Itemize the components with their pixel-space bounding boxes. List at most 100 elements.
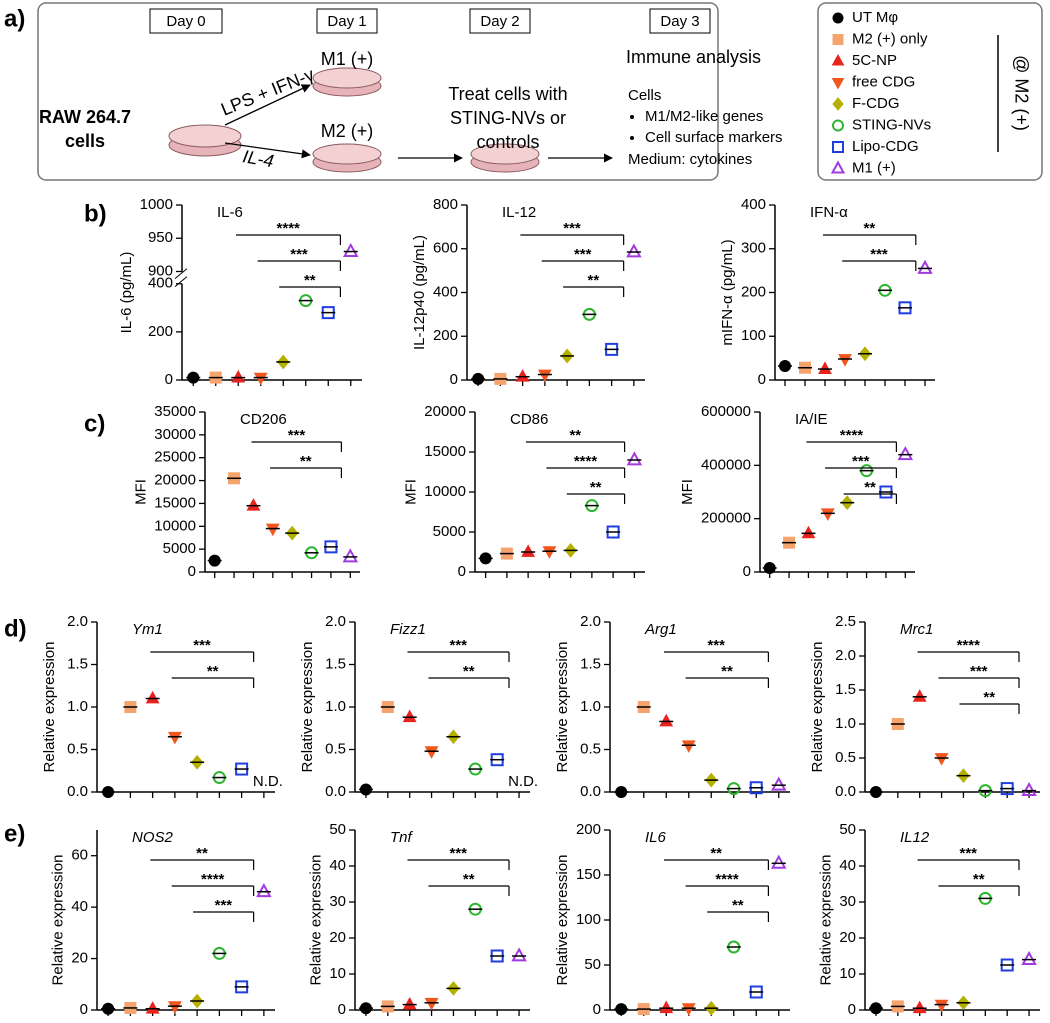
bullet (630, 115, 634, 119)
y-tick-label: 2.5 (835, 613, 856, 630)
y-tick-label: 600000 (701, 403, 751, 420)
y-tick-label: 100 (576, 911, 601, 928)
significance-label: ** (590, 479, 602, 496)
legend-label: free CDG (852, 73, 915, 90)
y-tick-label: 400 (741, 196, 766, 213)
data-point (253, 372, 268, 386)
y-tick-label: 20 (329, 929, 346, 946)
treat-text: Treat cells with (448, 84, 567, 104)
y-tick-label: 200 (741, 283, 766, 300)
legend-label: Lipo-CDG (852, 138, 919, 155)
data-point (402, 996, 417, 1010)
y-tick-label: 10000 (424, 483, 466, 500)
y-tick-label: 15000 (154, 494, 196, 511)
data-point (681, 740, 696, 753)
y-tick-label: 40 (71, 898, 88, 915)
data-point (1021, 950, 1037, 965)
y-tick-label: 50 (584, 956, 601, 973)
data-point (145, 690, 160, 704)
analysis-text: Cell surface markers (645, 129, 783, 146)
panel-label: c) (84, 410, 105, 437)
significance-label: **** (840, 427, 864, 444)
legend-label: F-CDG (852, 95, 900, 112)
y-tick-label: 200 (576, 821, 601, 838)
y-tick-label: 0.0 (325, 783, 346, 800)
chart-title: CD206 (240, 411, 287, 428)
y-tick-label: 2.0 (580, 613, 601, 630)
significance-label: **** (277, 220, 301, 237)
chart-title: Arg1 (644, 621, 677, 638)
y-axis-label: Relative expression (299, 642, 316, 773)
legend-label: M1 (+) (852, 159, 896, 176)
data-point (521, 544, 536, 557)
data-point (424, 746, 439, 759)
data-point (934, 999, 949, 1013)
y-tick-label: 60 (71, 847, 88, 864)
y-tick-label: 10 (329, 965, 346, 982)
analysis-text: Cells (628, 87, 661, 104)
y-tick-label: 1.0 (67, 698, 88, 715)
legend-marker (832, 34, 844, 45)
y-tick-label: 150 (576, 866, 601, 883)
y-axis-label: MFI (402, 479, 419, 505)
data-point (424, 997, 439, 1011)
panel-label: a) (4, 5, 25, 32)
significance-label: ** (973, 871, 985, 888)
legend-marker (832, 97, 844, 111)
y-tick-label: 2.0 (835, 647, 856, 664)
significance-label: *** (870, 246, 888, 263)
y-tick-label: 20 (71, 950, 88, 967)
data-point (912, 1000, 927, 1014)
y-tick-label: 30 (839, 893, 856, 910)
day-box (149, 8, 223, 34)
legend-marker (831, 53, 845, 66)
significance-label: *** (959, 845, 977, 862)
data-point (897, 445, 914, 461)
y-axis-label: Relative expression (41, 642, 58, 773)
treatment-label: LPS + IFN-γ (218, 64, 317, 119)
y-tick-label: 0 (165, 371, 173, 388)
significance-label: *** (574, 246, 592, 263)
y-axis-label: mIFN-α (pg/mL) (719, 239, 736, 345)
y-tick-label: 400 (433, 283, 458, 300)
y-tick-label: 15000 (424, 443, 466, 460)
y-tick-label: 400 (148, 275, 173, 292)
significance-label: *** (970, 663, 988, 680)
y-tick-label: 900 (148, 262, 173, 279)
y-tick-label: 0.5 (67, 740, 88, 757)
y-axis-label: Relative expression (817, 855, 834, 986)
data-point (626, 451, 643, 466)
treat-text: STING-NVs or (450, 108, 566, 128)
y-tick-label: 35000 (154, 403, 196, 420)
data-point (912, 689, 927, 702)
y-tick-label: 300 (741, 240, 766, 257)
data-point (145, 1001, 160, 1014)
significance-label: *** (449, 845, 467, 862)
y-tick-label: 50 (329, 821, 346, 838)
legend-marker (832, 119, 844, 132)
significance-label: *** (563, 220, 581, 237)
y-tick-label: 1.0 (835, 715, 856, 732)
significance-label: *** (193, 637, 211, 654)
y-axis-label: Relative expression (49, 855, 66, 986)
y-tick-label: 0 (450, 371, 458, 388)
data-point (626, 243, 642, 258)
significance-label: *** (449, 637, 467, 654)
day-label: Day 0 (166, 13, 205, 30)
significance-label: *** (215, 897, 233, 914)
day-label: Day 3 (660, 13, 699, 30)
axis-break (176, 271, 188, 284)
significance-label: ** (300, 453, 312, 470)
data-point (771, 776, 787, 791)
significance-label: *** (852, 453, 870, 470)
data-point (515, 369, 530, 382)
y-tick-label: 10000 (154, 517, 196, 534)
chart-title: Ym1 (132, 621, 163, 638)
chart-title: IL-12 (502, 204, 536, 221)
y-tick-label: 0 (188, 563, 196, 580)
data-point (231, 369, 246, 383)
panel-label: b) (84, 200, 107, 227)
y-axis-label: MFI (679, 479, 696, 505)
chart-title: IA/IE (795, 411, 828, 428)
data-point (511, 947, 527, 962)
